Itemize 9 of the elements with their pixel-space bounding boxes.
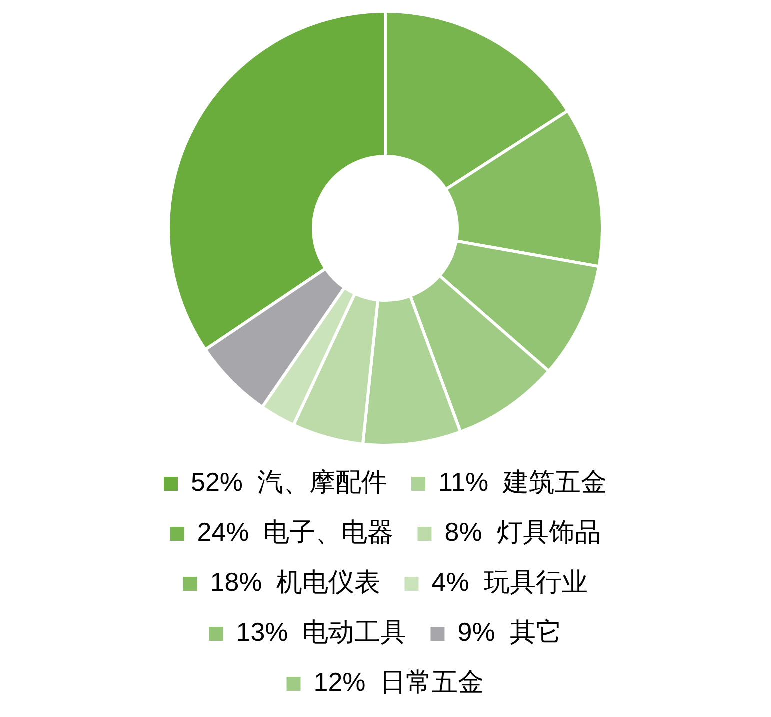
legend-label: 11% 建筑五金 [438,467,608,498]
legend-label: 12% 日常五金 [314,667,484,698]
legend-label: 24% 电子、电器 [197,517,394,548]
legend-label: 52% 汽、摩配件 [190,467,388,498]
legend-label: 8% 灯具饰品 [444,517,601,548]
legend-label: 9% 其它 [458,617,562,648]
legend-label: 18% 机电仪表 [210,567,381,598]
legend-label: 4% 玩具行业 [432,567,588,598]
legend-label: 13% 电动工具 [236,617,407,648]
